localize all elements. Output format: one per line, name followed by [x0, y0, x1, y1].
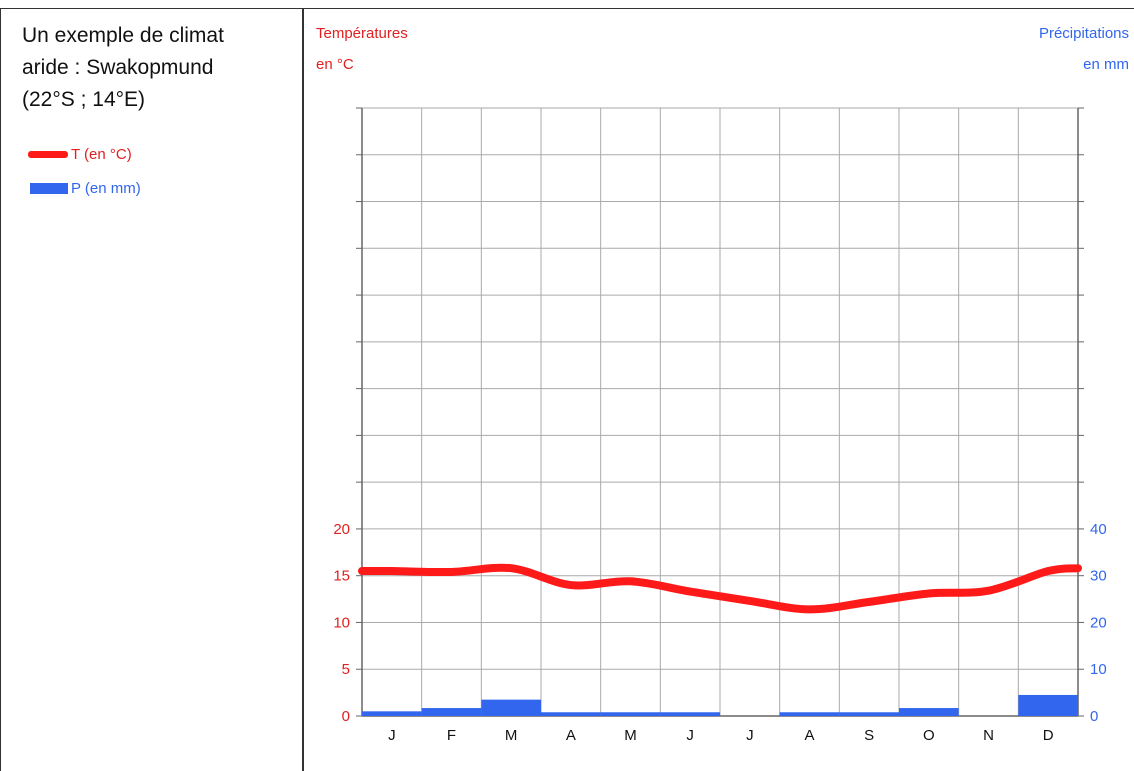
right-axis-title-line-1: Précipitations [1038, 25, 1129, 42]
x-tick-label: F [447, 727, 456, 744]
y-left-tick-label: 20 [333, 521, 350, 538]
right-axis-title-line-2: en mm [1083, 56, 1129, 73]
x-tick-label: A [804, 727, 814, 744]
chart-title-line-3: (22°S ; 14°E) [22, 88, 146, 111]
left-axis-title-line-2: en °C [316, 56, 354, 73]
y-right-tick-label: 40 [1090, 521, 1107, 538]
y-left-tick-label: 10 [333, 614, 350, 631]
precip-bar [899, 708, 959, 716]
legend-label-temperature: T (en °C) [71, 146, 132, 163]
legend-item-precipitation: P (en mm) [28, 180, 141, 197]
x-tick-label: N [983, 727, 994, 744]
y-left-tick-label: 5 [342, 661, 350, 678]
y-right-tick-label: 10 [1090, 661, 1107, 678]
legend-swatch-precipitation [30, 183, 68, 194]
y-right-tick-label: 0 [1090, 708, 1098, 725]
temperature-line [358, 563, 1082, 614]
precip-bar [839, 712, 899, 716]
precip-bar [421, 708, 482, 716]
chart-title: Un exemple de climat aride : Swakopmund … [22, 20, 292, 116]
legend-item-temperature: T (en °C) [28, 146, 132, 163]
precip-bar [660, 712, 720, 716]
precip-bar [1018, 694, 1078, 716]
x-tick-label: M [624, 727, 637, 744]
chart-title-line-1: Un exemple de climat [22, 24, 224, 47]
precip-bar [600, 712, 661, 716]
panel-divider [302, 8, 304, 771]
x-tick-label: M [505, 727, 518, 744]
y-right-tick-label: 20 [1090, 614, 1107, 631]
y-right-tick-label: 30 [1090, 568, 1107, 585]
legend-label-precipitation: P (en mm) [71, 180, 141, 197]
precip-bar [779, 712, 840, 716]
precip-bar [541, 712, 601, 716]
x-tick-label: S [864, 727, 874, 744]
x-tick-label: D [1043, 727, 1054, 744]
x-tick-label: J [388, 727, 396, 744]
x-tick-label: A [566, 727, 576, 744]
precip-bar [481, 699, 541, 716]
chart-title-line-2: aride : Swakopmund [22, 56, 214, 79]
y-left-tick-label: 0 [342, 708, 350, 725]
x-tick-label: J [686, 727, 694, 744]
x-tick-label: J [746, 727, 754, 744]
y-left-tick-label: 15 [333, 568, 350, 585]
precip-bar [362, 711, 422, 716]
left-axis-title-line-1: Températures [316, 25, 408, 42]
legend-swatch-temperature [28, 151, 68, 158]
x-tick-label: O [923, 727, 935, 744]
figure-frame [0, 8, 1134, 771]
